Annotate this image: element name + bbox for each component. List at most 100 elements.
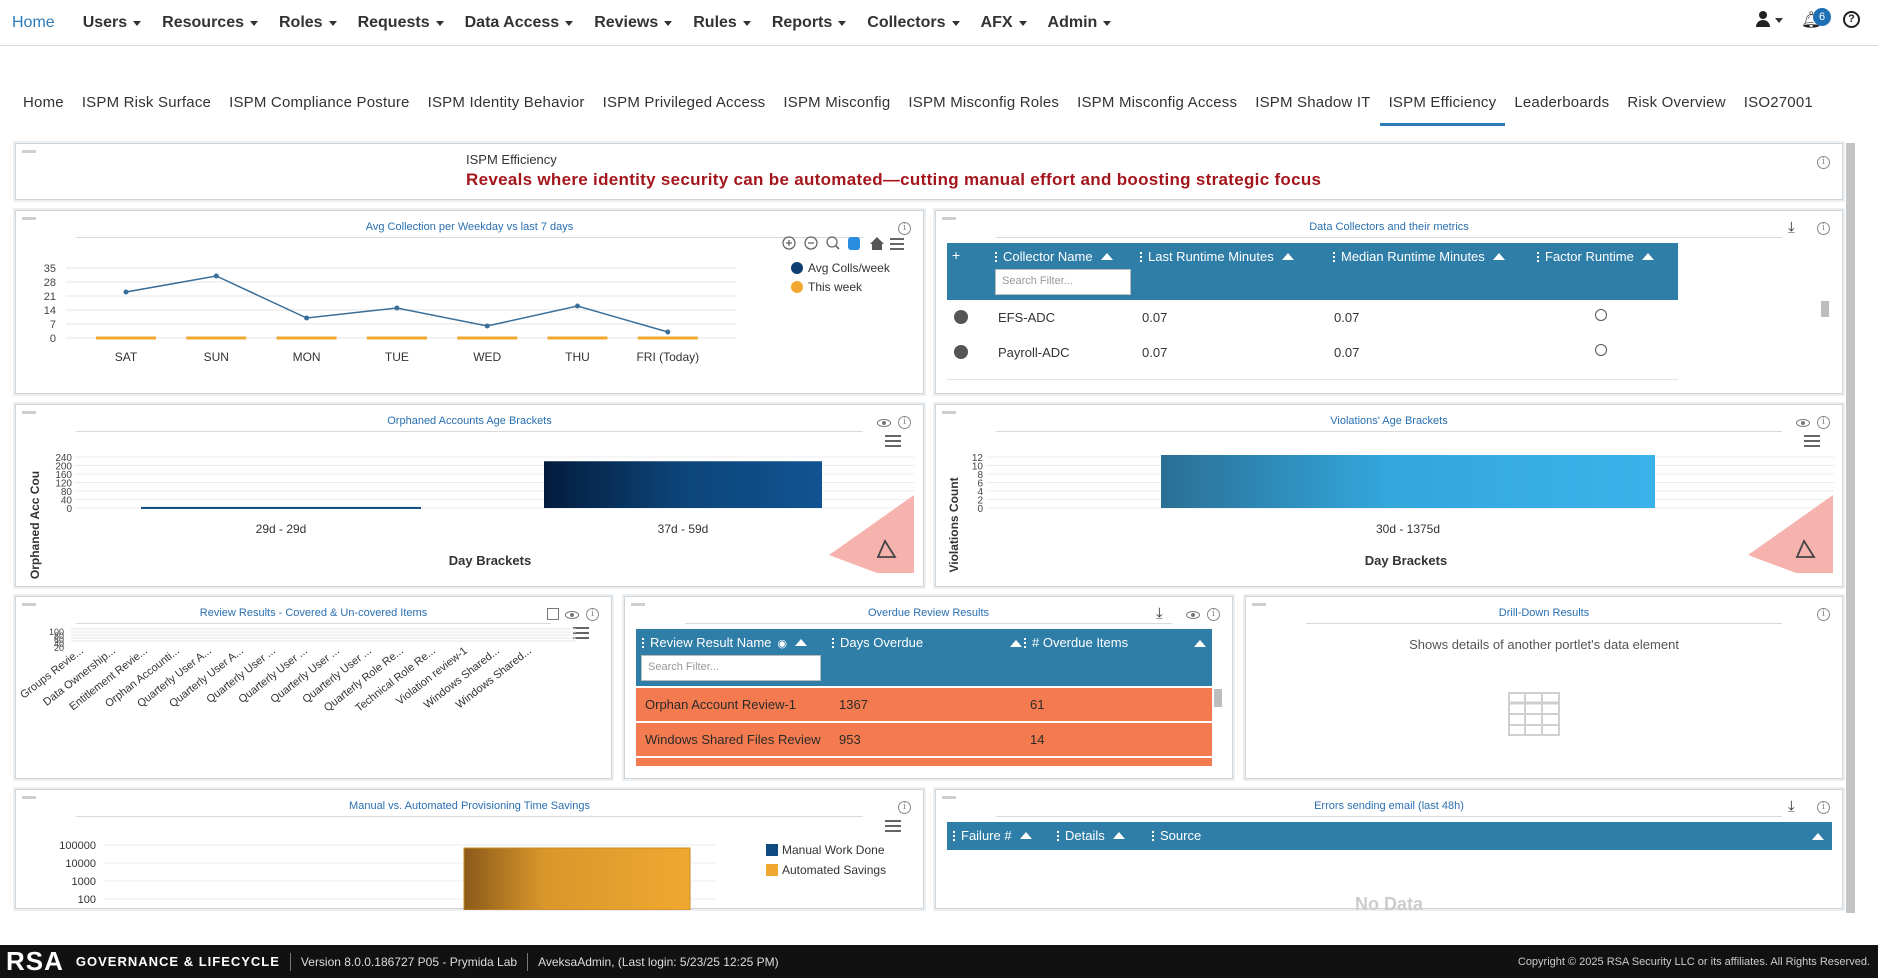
eye-icon[interactable] (1186, 611, 1200, 619)
x-tick-label: MON (293, 350, 321, 364)
plus-icon[interactable]: + (952, 247, 961, 263)
info-icon[interactable]: i (586, 608, 599, 621)
tab-ispm-identity-behavior[interactable]: ISPM Identity Behavior (427, 94, 585, 111)
info-icon[interactable]: i (1817, 608, 1830, 621)
chart-menu-icon[interactable] (1804, 435, 1820, 447)
y-tick-label: 12 (972, 453, 984, 464)
tab-home[interactable]: Home (23, 94, 64, 111)
info-icon[interactable]: i (1817, 156, 1830, 169)
title-divider (76, 237, 863, 238)
user-menu[interactable] (1755, 10, 1783, 28)
nav-reviews[interactable]: Reviews (594, 14, 673, 32)
zoom-in-icon[interactable] (782, 236, 796, 250)
col-failure[interactable]: Failure # (953, 828, 1032, 843)
download-icon[interactable] (1156, 604, 1170, 622)
zoom-out-icon[interactable] (804, 236, 818, 250)
dashboard-tabs: Home ISPM Risk Surface ISPM Compliance P… (14, 86, 1822, 126)
col-collector-name[interactable]: Collector Name (995, 249, 1113, 264)
col-median-runtime[interactable]: Median Runtime Minutes (1333, 249, 1505, 264)
tab-iso27001[interactable]: ISO27001 (1743, 94, 1813, 111)
sort-asc-icon (1112, 832, 1125, 839)
tab-ispm-risk-surface[interactable]: ISPM Risk Surface (81, 94, 212, 111)
export-icon[interactable] (547, 608, 559, 620)
collector-search-filter[interactable]: Search Filter... (995, 269, 1131, 295)
help-icon[interactable]: ? (1843, 10, 1860, 28)
col-days-overdue[interactable]: Days Overdue (832, 635, 1022, 650)
info-icon[interactable]: i (1817, 222, 1830, 235)
row-divider (947, 379, 1678, 380)
pan-hand-icon[interactable] (848, 237, 860, 250)
nav-resources[interactable]: Resources (162, 14, 258, 32)
nav-users[interactable]: Users (83, 14, 142, 32)
tab-ispm-efficiency[interactable]: ISPM Efficiency (1379, 86, 1506, 126)
col-last-runtime[interactable]: Last Runtime Minutes (1140, 249, 1294, 264)
nav-rules[interactable]: Rules (693, 14, 751, 32)
eye-icon[interactable] (1796, 419, 1810, 427)
nav-reports[interactable]: Reports (772, 14, 847, 32)
table-row[interactable]: Windows Shared Files Review 953 14 (636, 723, 1212, 756)
legend-avg-colls: Avg Colls/week (808, 261, 891, 275)
eye-icon[interactable]: ◉ (777, 638, 787, 650)
nav-requests[interactable]: Requests (358, 14, 444, 32)
chevron-down-icon (1018, 21, 1027, 26)
nav-collectors[interactable]: Collectors (867, 14, 960, 32)
tab-risk-overview[interactable]: Risk Overview (1627, 94, 1726, 111)
info-icon[interactable]: i (898, 416, 911, 429)
info-icon[interactable]: i (1207, 608, 1220, 621)
info-icon[interactable]: i (1817, 416, 1830, 429)
drag-handle[interactable] (22, 150, 36, 153)
col-review-result-name[interactable]: Review Result Name ◉ (642, 635, 807, 650)
nav-admin[interactable]: Admin (1048, 14, 1112, 32)
chart-menu-icon[interactable] (890, 238, 904, 240)
info-icon[interactable]: i (898, 801, 911, 814)
download-icon[interactable] (1788, 797, 1802, 815)
notifications-button[interactable]: 🔔︎ 6 (1801, 8, 1831, 29)
col-details[interactable]: Details (1057, 828, 1125, 843)
eye-icon[interactable] (877, 419, 891, 427)
tab-leaderboards[interactable]: Leaderboards (1514, 94, 1610, 111)
drag-handle[interactable] (22, 217, 36, 220)
drag-handle[interactable] (942, 796, 956, 799)
download-icon[interactable] (1788, 218, 1802, 236)
data-point (304, 315, 310, 321)
drag-handle[interactable] (631, 603, 645, 606)
col-factor-runtime[interactable]: Factor Runtime (1537, 249, 1654, 264)
table-row[interactable] (636, 758, 1212, 766)
overdue-search-filter[interactable]: Search Filter... (641, 655, 821, 681)
magnifier-icon[interactable] (826, 236, 838, 248)
x-tick-label: TUE (385, 350, 409, 364)
drag-handle[interactable] (22, 603, 36, 606)
nav-home[interactable]: Home (12, 13, 55, 31)
col-overdue-items[interactable]: # Overdue Items (1024, 635, 1206, 650)
tab-ispm-compliance-posture[interactable]: ISPM Compliance Posture (229, 94, 410, 111)
chart-menu-icon[interactable] (573, 627, 589, 639)
drag-handle[interactable] (942, 217, 956, 220)
scrollbar-thumb[interactable] (1821, 301, 1829, 317)
info-icon[interactable]: i (898, 222, 911, 235)
nav-data-access[interactable]: Data Access (465, 14, 574, 32)
data-point (665, 329, 671, 335)
page-scrollbar[interactable] (1846, 143, 1855, 913)
y-tick-label: 0 (66, 504, 72, 515)
drag-handle[interactable] (942, 411, 956, 414)
info-icon[interactable]: i (1817, 801, 1830, 814)
home-icon[interactable] (870, 237, 884, 250)
drag-handle[interactable] (22, 411, 36, 414)
nav-roles[interactable]: Roles (279, 14, 337, 32)
tab-ispm-privileged-access[interactable]: ISPM Privileged Access (602, 94, 766, 111)
tab-ispm-misconfig-roles[interactable]: ISPM Misconfig Roles (908, 94, 1060, 111)
tab-ispm-misconfig[interactable]: ISPM Misconfig (783, 94, 891, 111)
drag-handle[interactable] (1252, 603, 1266, 606)
eye-icon[interactable] (565, 611, 579, 619)
tab-ispm-shadow-it[interactable]: ISPM Shadow IT (1255, 94, 1371, 111)
table-row[interactable]: Orphan Account Review-1 1367 61 (636, 688, 1212, 721)
nav-afx[interactable]: AFX (981, 14, 1027, 32)
chart-menu-icon[interactable] (885, 820, 901, 832)
legend-marker (766, 864, 778, 876)
drag-handle[interactable] (22, 796, 36, 799)
chart-menu-icon[interactable] (885, 435, 901, 447)
col-source[interactable]: Source (1152, 828, 1201, 843)
tab-ispm-misconfig-access[interactable]: ISPM Misconfig Access (1077, 94, 1238, 111)
scrollbar-thumb[interactable] (1214, 689, 1222, 707)
automated-savings-bar[interactable] (463, 847, 691, 910)
